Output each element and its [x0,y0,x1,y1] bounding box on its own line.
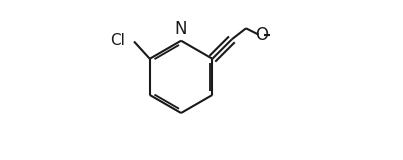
Text: N: N [175,20,187,38]
Text: Cl: Cl [110,33,125,48]
Text: O: O [255,26,268,44]
